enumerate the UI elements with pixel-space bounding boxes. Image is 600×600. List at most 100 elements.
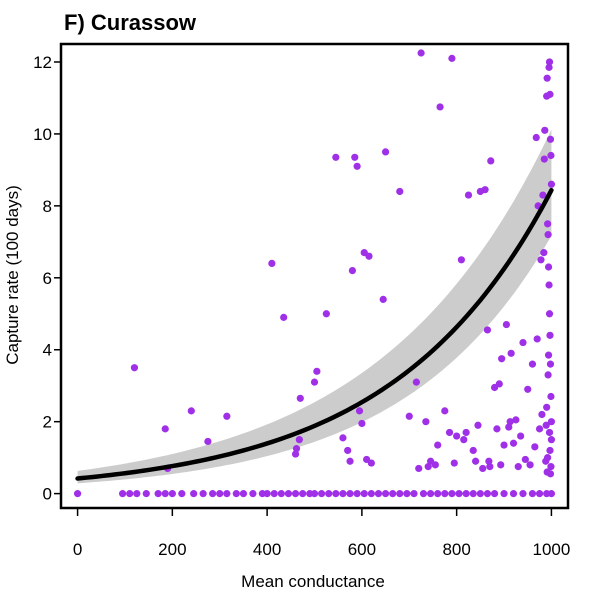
- data-point: [216, 490, 224, 498]
- data-point: [270, 490, 278, 498]
- plot-area: 0 200 400 600 800 1000 0 2 4 6 8 10 12: [33, 42, 570, 559]
- data-point: [355, 407, 364, 415]
- data-point: [130, 364, 139, 372]
- data-point: [544, 454, 552, 462]
- data-point: [339, 490, 347, 498]
- data-point: [531, 443, 539, 451]
- data-point: [367, 490, 375, 498]
- data-point: [493, 425, 501, 433]
- data-point: [472, 457, 480, 465]
- data-point: [521, 455, 529, 464]
- data-point: [339, 434, 347, 442]
- data-point: [547, 463, 555, 471]
- data-point: [353, 162, 361, 170]
- data-point: [426, 490, 435, 498]
- data-point: [505, 423, 513, 431]
- data-point: [541, 126, 549, 134]
- data-point: [445, 428, 454, 437]
- data-point: [73, 490, 82, 498]
- data-point: [374, 490, 383, 498]
- data-point: [544, 351, 553, 359]
- data-point: [133, 490, 141, 498]
- data-point: [292, 445, 301, 453]
- data-point: [512, 416, 520, 424]
- data-point: [332, 153, 340, 161]
- data-point: [405, 412, 413, 420]
- x-axis-label: Mean conductance: [241, 572, 385, 591]
- data-point: [462, 490, 470, 498]
- data-point: [190, 490, 198, 498]
- data-point: [419, 490, 428, 498]
- data-point: [365, 252, 373, 260]
- data-point: [351, 153, 359, 161]
- data-point: [119, 490, 127, 498]
- data-point: [481, 186, 489, 194]
- data-point: [161, 490, 169, 498]
- data-point: [514, 463, 522, 471]
- data-point: [509, 490, 518, 498]
- data-point: [497, 461, 505, 469]
- data-point: [448, 490, 456, 498]
- data-point: [528, 490, 537, 498]
- data-point: [178, 490, 186, 498]
- data-point: [537, 256, 545, 264]
- data-point: [434, 490, 442, 498]
- data-point: [223, 412, 231, 420]
- data-point: [417, 49, 425, 57]
- data-point: [453, 432, 461, 440]
- data-point: [322, 310, 330, 318]
- data-point: [547, 490, 556, 498]
- data-point: [545, 58, 554, 66]
- data-point: [448, 54, 456, 62]
- data-point: [263, 490, 271, 498]
- data-point: [546, 360, 555, 368]
- data-point: [441, 490, 449, 498]
- data-point: [396, 490, 404, 498]
- data-point: [545, 428, 554, 437]
- data-point: [490, 490, 499, 498]
- data-point: [209, 490, 217, 498]
- data-point: [396, 187, 404, 196]
- data-point: [424, 463, 432, 471]
- data-point: [450, 459, 458, 467]
- data-point: [310, 378, 319, 386]
- data-point: [502, 320, 510, 329]
- data-point: [539, 191, 547, 199]
- data-point: [457, 256, 465, 264]
- data-point: [223, 490, 231, 498]
- data-point: [381, 490, 390, 498]
- data-point: [249, 490, 257, 498]
- data-point: [547, 418, 556, 426]
- data-point: [476, 490, 484, 498]
- data-point: [547, 436, 556, 444]
- data-point: [483, 326, 492, 334]
- data-point: [542, 421, 550, 429]
- data-point: [545, 310, 554, 318]
- data-point: [344, 446, 352, 455]
- plot-frame: [59, 42, 570, 510]
- data-point: [538, 410, 546, 419]
- data-point: [495, 380, 503, 388]
- x-tick-label: 200: [158, 540, 186, 559]
- data-point: [379, 295, 387, 303]
- data-point: [441, 407, 449, 415]
- data-point: [483, 490, 492, 498]
- data-point: [310, 490, 319, 498]
- data-point: [544, 220, 552, 228]
- data-point: [284, 490, 293, 498]
- data-point: [528, 360, 537, 368]
- data-point: [455, 490, 463, 498]
- data-point: [519, 338, 527, 347]
- data-point: [204, 437, 212, 446]
- data-point: [543, 403, 551, 411]
- data-point: [318, 490, 326, 498]
- data-point: [498, 355, 506, 363]
- data-point: [403, 490, 411, 498]
- data-point: [239, 490, 248, 498]
- data-point: [436, 103, 444, 111]
- data-point: [545, 63, 553, 71]
- y-tick-label: 0: [43, 485, 52, 504]
- data-point: [199, 490, 207, 498]
- data-point: [526, 461, 534, 469]
